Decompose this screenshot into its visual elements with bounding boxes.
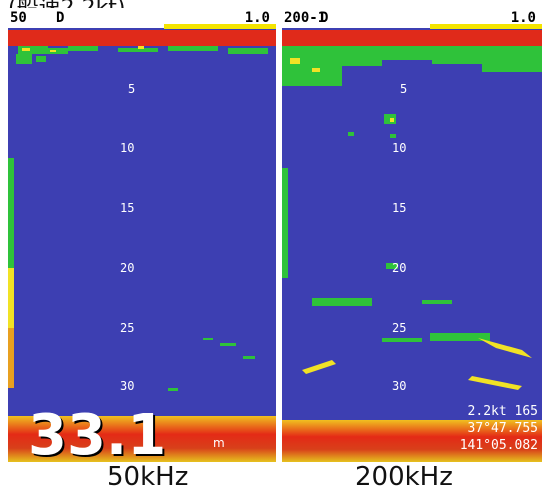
gain-bar-green xyxy=(282,168,288,278)
sonar-pane-50khz: 50 D 1.0 5 10 15 20 25 30 33.1 m xyxy=(8,8,276,462)
gain-bar-yellow xyxy=(8,268,14,328)
depth-tick: 5 xyxy=(400,82,408,96)
sonar-pane-200khz: 200-1 D 1.0 5 10 15 20 25 30 xyxy=(282,8,542,462)
depth-tick: 15 xyxy=(392,201,407,215)
seabed-echo xyxy=(8,416,276,462)
depth-tick: 5 xyxy=(128,82,136,96)
frequency-label: 200-1 xyxy=(284,10,327,26)
surface-echo xyxy=(8,30,276,46)
echo-noise-left xyxy=(16,46,268,391)
seabed-echo xyxy=(282,420,542,462)
gain-bar-orange xyxy=(8,328,14,388)
latitude-readout: 37°47.755 xyxy=(467,421,538,436)
depth-unit: m xyxy=(213,436,225,450)
scale-label: 1.0 xyxy=(244,10,270,26)
depth-tick: 25 xyxy=(120,321,135,335)
gain-bar-green xyxy=(8,158,14,268)
depth-tick: 30 xyxy=(120,379,135,393)
depth-tick: 10 xyxy=(120,141,135,155)
echo-noise-right xyxy=(282,46,542,390)
depth-scale-right: 5 10 15 20 25 30 xyxy=(282,8,542,462)
depth-scale-left: 5 10 15 20 25 30 xyxy=(8,8,276,462)
frequency-label: 50 xyxy=(10,10,27,26)
mode-label: D xyxy=(56,10,65,26)
speed-heading-readout: 2.2kt 165 xyxy=(467,404,538,419)
pane-divider xyxy=(276,8,282,462)
scale-bar xyxy=(164,24,276,29)
depth-tick: 25 xyxy=(392,321,407,335)
scale-label: 1.0 xyxy=(510,10,536,26)
depth-tick: 20 xyxy=(120,261,135,275)
depth-readout: 33.1 xyxy=(28,403,167,462)
depth-tick: 20 xyxy=(392,261,407,275)
scale-bar xyxy=(430,24,542,29)
longitude-readout: 141°05.082 xyxy=(459,438,538,453)
caption-200khz: 200kHz xyxy=(355,462,453,492)
caption-50khz: 50kHz xyxy=(107,462,189,492)
surface-echo xyxy=(282,30,542,46)
mode-label: D xyxy=(320,10,329,26)
depth-tick: 30 xyxy=(392,379,407,393)
depth-tick: 10 xyxy=(392,141,407,155)
pane-header: 200-1 D 1.0 xyxy=(282,8,542,29)
depth-tick: 15 xyxy=(120,201,135,215)
pane-header: 50 D 1.0 xyxy=(8,8,276,29)
